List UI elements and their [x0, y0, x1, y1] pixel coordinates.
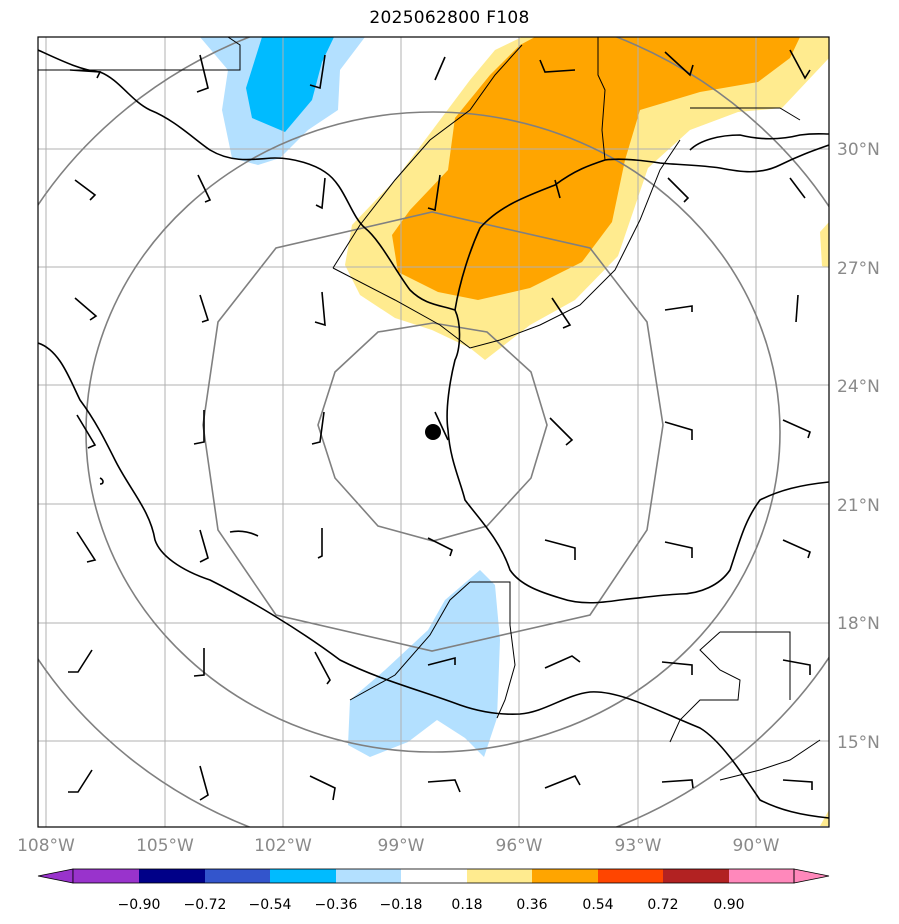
- colorbar-tick-label: −0.72: [184, 897, 227, 913]
- colorbar-bin: [270, 869, 336, 883]
- colorbar-bin: [205, 869, 270, 883]
- range-ring-1: [317, 322, 548, 542]
- lon-label: 93°W: [615, 836, 662, 856]
- colorbar-bin: [139, 869, 205, 883]
- colorbar-high-extension: [793, 868, 830, 884]
- colorbar-bin: [532, 869, 598, 883]
- positive-anomaly-region: [345, 37, 829, 826]
- colorbar-tick-label: 0.90: [713, 897, 744, 913]
- lon-label: 99°W: [378, 836, 425, 856]
- lon-label: 90°W: [733, 836, 780, 856]
- graticule: [38, 37, 829, 827]
- colorbar-tick-label: 0.18: [451, 897, 482, 913]
- colorbar-bin: [401, 869, 467, 883]
- colorbar-frame: [72, 868, 795, 884]
- coastlines: [38, 49, 829, 819]
- lat-labels: 30°N 27°N 24°N 21°N 18°N 15°N: [837, 140, 880, 753]
- colorbar-tick-label: 0.72: [647, 897, 678, 913]
- colorbar-tick-label: −0.90: [118, 897, 161, 913]
- borders: [38, 37, 821, 781]
- map-area: [38, 37, 829, 827]
- range-ring-3: [85, 111, 781, 753]
- colorbar-bin: [598, 869, 663, 883]
- colorbar: −0.90 −0.72 −0.54 −0.36 −0.18 0.18 0.36 …: [37, 868, 830, 913]
- colorbar-tick-label: −0.54: [249, 897, 292, 913]
- colorbar-tick-label: −0.18: [380, 897, 423, 913]
- lat-label: 27°N: [837, 259, 880, 279]
- map-frame: [37, 36, 830, 828]
- lon-label: 108°W: [17, 836, 75, 856]
- colorbar-bin: [467, 869, 532, 883]
- map-title: 2025062800 F108: [369, 8, 530, 28]
- colorbar-bin: [73, 869, 139, 883]
- colorbar-bin: [663, 869, 729, 883]
- lon-labels: 108°W 105°W 102°W 99°W 96°W 93°W 90°W: [17, 836, 780, 856]
- lon-label: 102°W: [254, 836, 312, 856]
- colorbar-tick-label: 0.54: [582, 897, 613, 913]
- colorbar-bin: [729, 869, 794, 883]
- colorbar-tick-label: −0.36: [315, 897, 358, 913]
- colorbar-bin: [336, 869, 401, 883]
- lat-label: 15°N: [837, 733, 880, 753]
- range-ring-2: [202, 211, 664, 652]
- lon-label: 105°W: [136, 836, 194, 856]
- wind-barbs: [68, 49, 813, 801]
- lat-label: 30°N: [837, 140, 880, 160]
- lat-label: 18°N: [837, 614, 880, 634]
- storm-center-marker: [425, 424, 441, 440]
- colorbar-low-extension: [37, 868, 74, 884]
- colorbar-tick-label: 0.36: [516, 897, 547, 913]
- lat-label: 24°N: [837, 377, 880, 397]
- lon-label: 96°W: [496, 836, 543, 856]
- range-rings: [38, 37, 829, 827]
- lat-label: 21°N: [837, 496, 880, 516]
